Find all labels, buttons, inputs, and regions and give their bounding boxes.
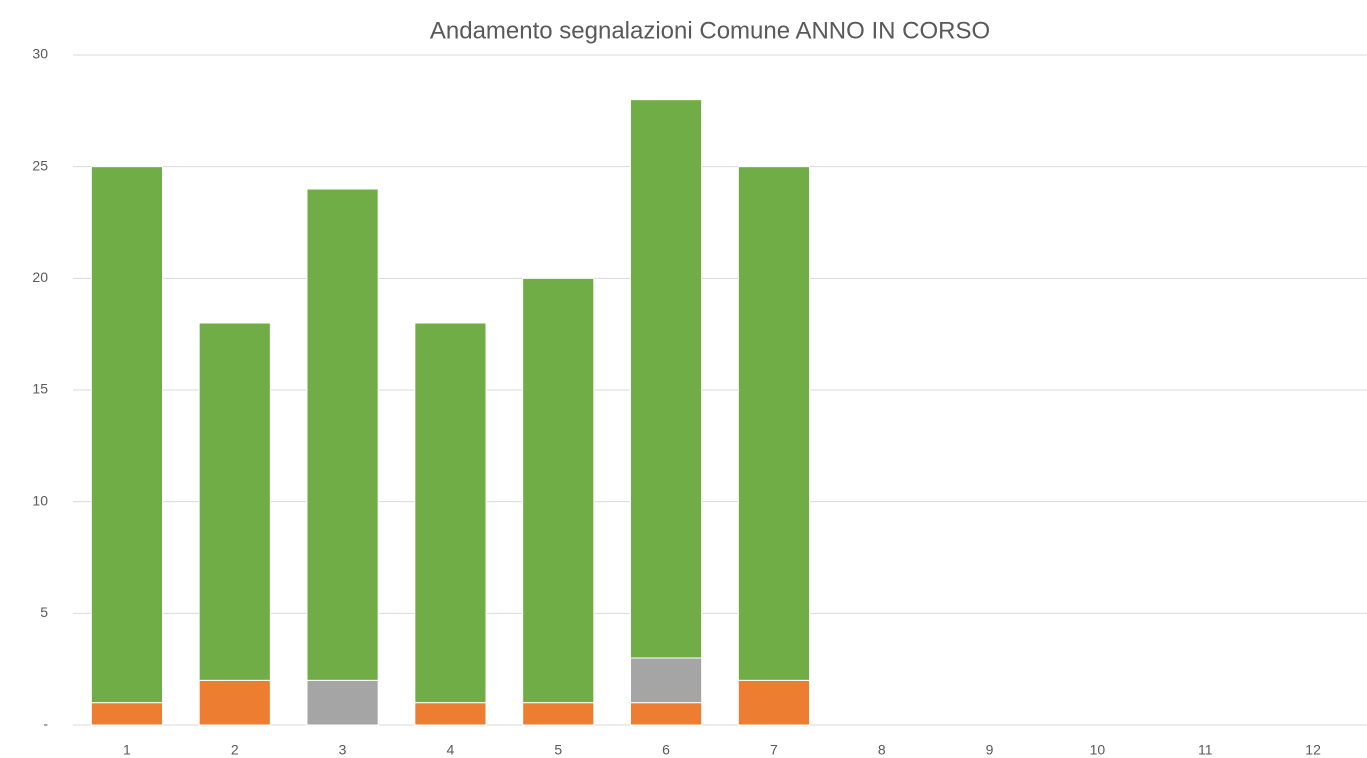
x-tick-label: 11 bbox=[1198, 742, 1213, 758]
bar-segment bbox=[737, 166, 811, 681]
x-tick-label: 2 bbox=[231, 742, 239, 758]
x-tick-label: 7 bbox=[770, 742, 778, 758]
x-tick-label: 5 bbox=[554, 742, 562, 758]
bar-segment bbox=[414, 702, 487, 726]
y-tick-label: 15 bbox=[32, 381, 48, 397]
bar-segment bbox=[90, 702, 164, 726]
x-tick-label: 8 bbox=[878, 742, 886, 758]
bar-segment bbox=[522, 702, 595, 726]
bar-segment bbox=[522, 277, 595, 704]
x-tick-label: 1 bbox=[123, 742, 131, 758]
y-tick-label: 20 bbox=[32, 269, 48, 285]
y-tick-label: 25 bbox=[32, 157, 48, 173]
y-tick-label: - bbox=[43, 716, 48, 732]
bar-segment bbox=[90, 166, 164, 704]
bar-segment bbox=[629, 657, 703, 704]
y-tick-label: 30 bbox=[32, 46, 48, 62]
x-tick-label: 9 bbox=[986, 742, 994, 758]
y-tick-label: 5 bbox=[40, 604, 48, 620]
bar-segment bbox=[629, 99, 703, 659]
y-tick-label: 10 bbox=[32, 492, 48, 508]
bar-segment bbox=[198, 679, 271, 726]
x-tick-label: 10 bbox=[1090, 742, 1106, 758]
x-tick-label: 12 bbox=[1305, 742, 1321, 758]
bar-segment bbox=[306, 679, 379, 726]
bar-segment bbox=[306, 188, 379, 681]
x-tick-label: 4 bbox=[447, 742, 455, 758]
x-tick-label: 6 bbox=[662, 742, 670, 758]
x-tick-label: 3 bbox=[339, 742, 347, 758]
chart-title: Andamento segnalazioni Comune ANNO IN CO… bbox=[430, 17, 990, 44]
bar-segment bbox=[414, 322, 487, 704]
bar-segment bbox=[198, 322, 271, 681]
bar-segment bbox=[737, 679, 811, 726]
bar-segment bbox=[629, 702, 703, 726]
